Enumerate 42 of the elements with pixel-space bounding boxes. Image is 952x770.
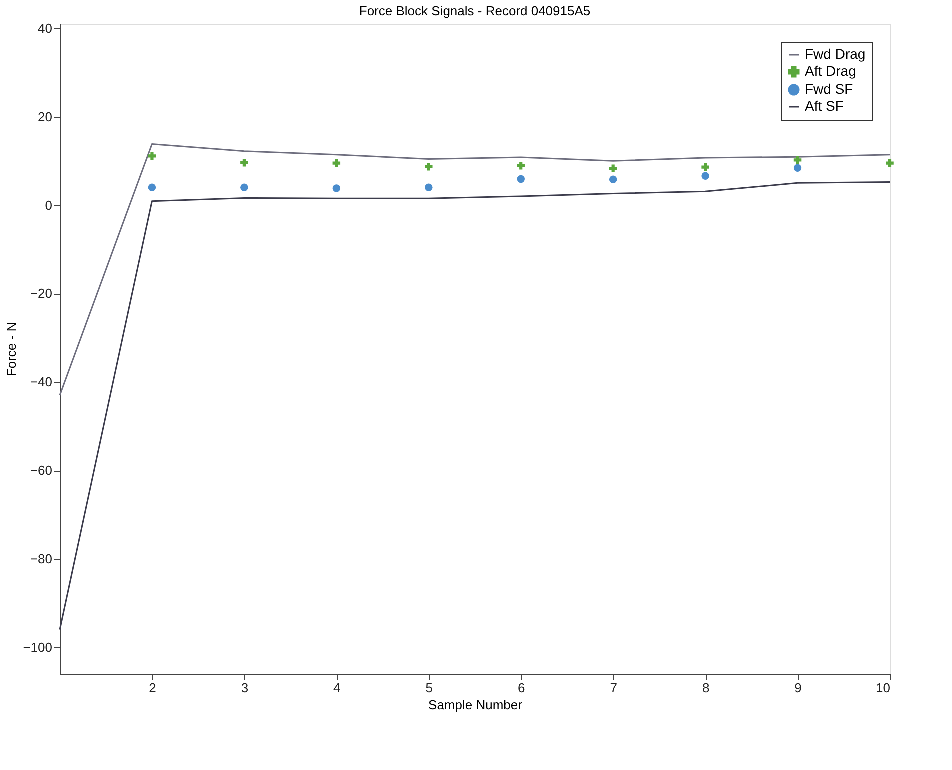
- y-tick-label: −40: [30, 374, 52, 390]
- point: [702, 172, 710, 180]
- point: [886, 159, 894, 168]
- x-tick-label: 5: [426, 680, 434, 696]
- y-tick-label: −60: [30, 463, 52, 478]
- legend-label: Fwd SF: [805, 81, 854, 97]
- point: [332, 184, 341, 192]
- point: [425, 184, 433, 192]
- point: [794, 164, 802, 172]
- y-tick-label: 40: [38, 20, 52, 36]
- x-tick-label: 6: [518, 680, 526, 696]
- y-axis-title: Force - N: [4, 322, 20, 377]
- x-tick-label: 2: [149, 680, 156, 696]
- point: [794, 156, 802, 164]
- point: [609, 164, 618, 172]
- point: [148, 152, 156, 160]
- point: [425, 162, 433, 171]
- x-axis-title: Sample Number: [428, 698, 524, 712]
- point: [240, 158, 248, 167]
- x-tick-label: 10: [876, 680, 890, 696]
- y-tick-label: −80: [30, 552, 52, 567]
- y-tick-label: 20: [38, 109, 52, 124]
- legend-label: Aft Drag: [805, 63, 856, 79]
- point: [517, 175, 525, 184]
- point: [240, 184, 248, 192]
- legend-label: Fwd Drag: [805, 46, 866, 62]
- x-tick-label: 4: [334, 680, 341, 696]
- point: [702, 163, 710, 172]
- x-tick-label: 3: [241, 680, 249, 696]
- point: [517, 162, 525, 170]
- x-tick-label: 8: [702, 680, 710, 696]
- y-tick-label: 0: [45, 198, 52, 213]
- line-series: [59, 144, 891, 396]
- point: [148, 184, 156, 192]
- point: [609, 176, 618, 184]
- x-tick-label: 7: [610, 680, 618, 696]
- y-tick-label: −20: [30, 286, 52, 302]
- x-tick-label: 9: [794, 680, 802, 696]
- chart-title: Force Block Signals - Record 040915A5: [359, 3, 591, 18]
- legend-label: Aft SF: [805, 98, 844, 114]
- y-tick-label: −100: [23, 640, 52, 655]
- point: [332, 159, 341, 168]
